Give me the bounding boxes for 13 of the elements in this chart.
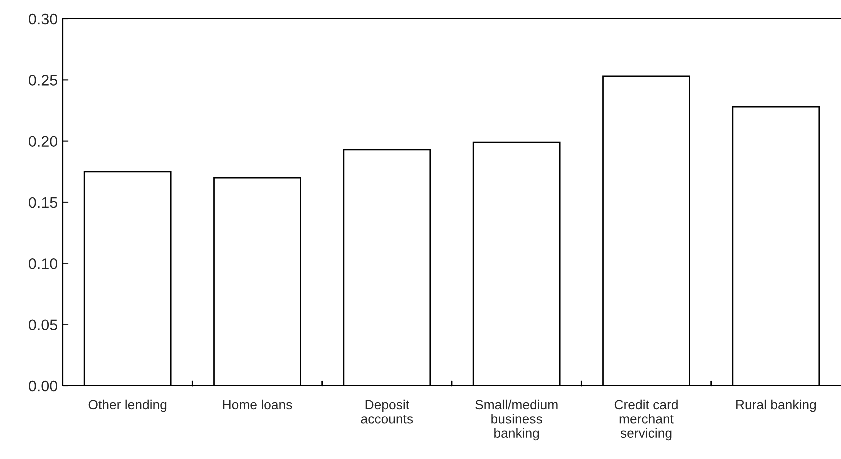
y-tick-label: 0.25 <box>29 75 58 86</box>
y-tick-label: 0.15 <box>29 197 58 208</box>
y-tick-label: 0.05 <box>29 320 58 331</box>
x-tick-label: Credit card merchant servicing <box>614 400 678 441</box>
x-tick-label: Small/medium business banking <box>476 400 558 441</box>
x-tick-label: Other lending <box>88 400 167 412</box>
y-tick-label: 0.00 <box>29 380 58 392</box>
y-tick-label: 0.10 <box>29 258 58 270</box>
y-tick-label: 0.20 <box>29 136 58 148</box>
y-tick-label: 0.30 <box>29 14 58 25</box>
x-tick-label: Rural banking <box>736 400 816 412</box>
x-tick-label: Home loans <box>223 400 292 410</box>
x-tick-label: Deposit accounts <box>361 400 414 424</box>
